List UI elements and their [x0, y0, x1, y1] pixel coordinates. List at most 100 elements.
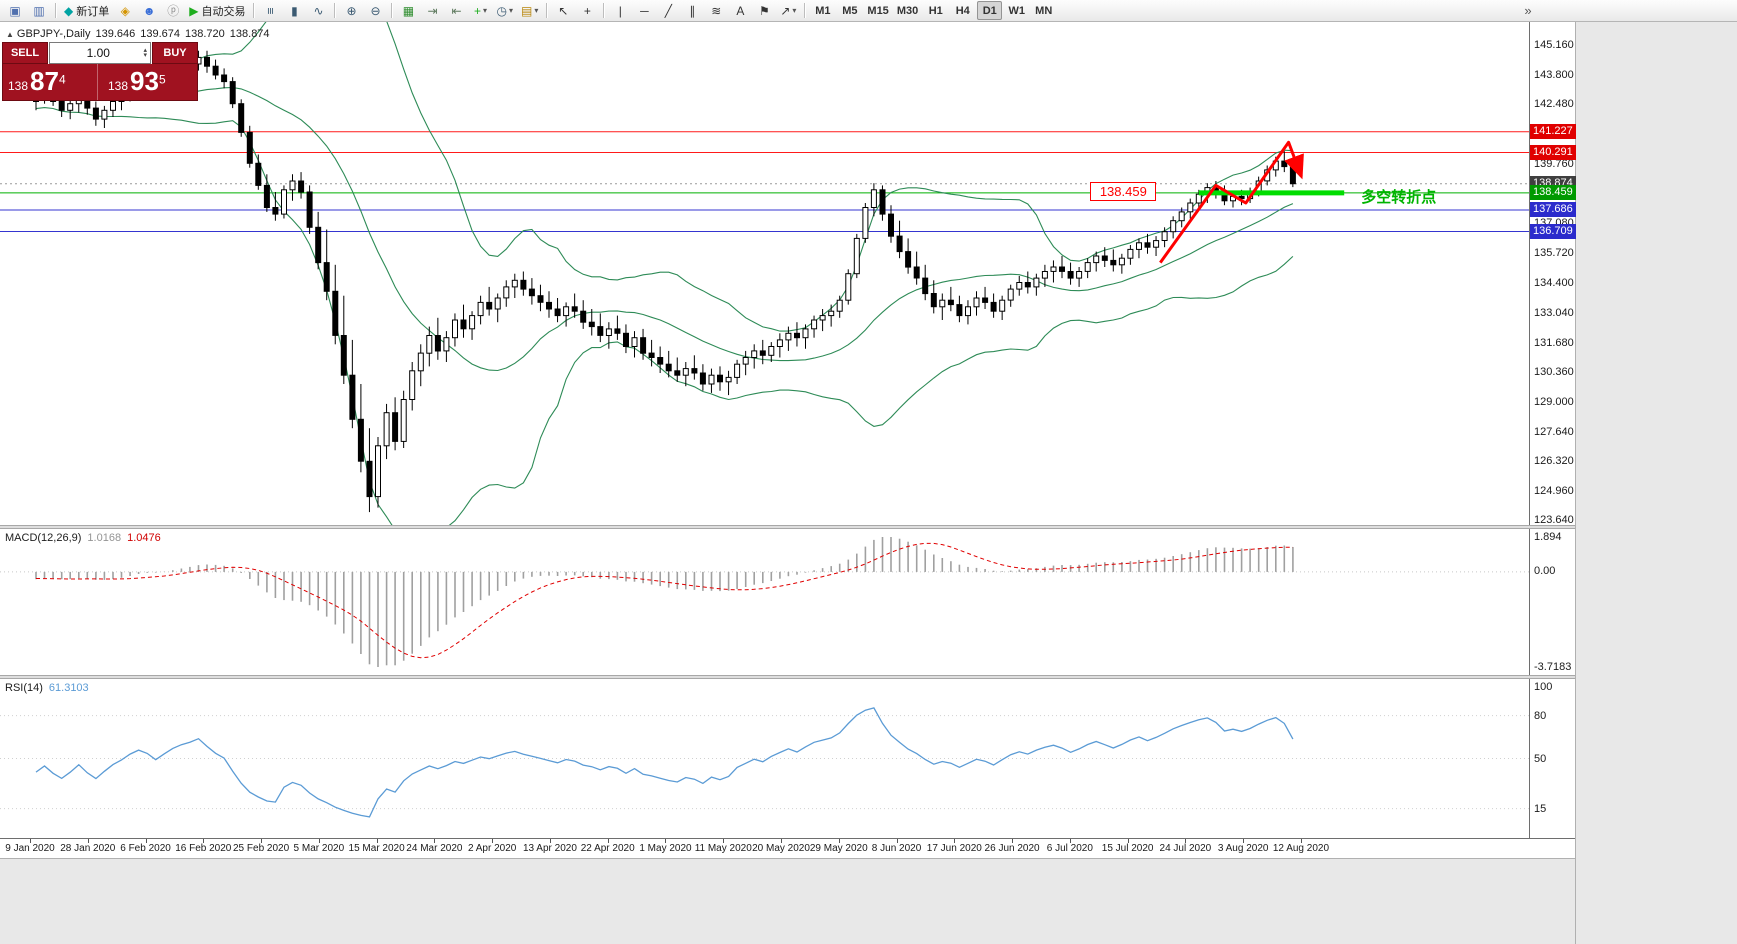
auto-scroll-icon[interactable]: ⇥: [421, 1, 443, 20]
toolbar-overflow-button[interactable]: »: [1524, 3, 1532, 18]
candle: [1118, 257, 1125, 266]
chart-shift-icon[interactable]: ⇤: [445, 1, 467, 20]
candle: [759, 350, 766, 356]
new-order-button[interactable]: ◆ 新订单: [61, 1, 112, 20]
periods-dropdown[interactable]: ◷ ▾: [493, 1, 516, 20]
profiles-icon[interactable]: ▥: [28, 1, 50, 20]
date-label: 26 Jun 2020: [984, 843, 1040, 854]
candle: [494, 297, 501, 310]
macd-header: MACD(12,26,9) 1.0168 1.0476: [5, 532, 167, 544]
candle: [281, 189, 287, 215]
candle: [776, 339, 783, 347]
autotrading-button[interactable]: ▶ 自动交易: [186, 1, 248, 20]
price-tag: 141.227: [1530, 124, 1576, 140]
date-tick: [203, 839, 205, 843]
price-level-label[interactable]: 138.459: [1090, 182, 1157, 201]
buy-price[interactable]: 138935: [97, 64, 197, 100]
candle: [263, 184, 270, 208]
candle: [1101, 255, 1108, 261]
templates-dropdown[interactable]: ▤ ▾: [518, 1, 541, 20]
cursor-icon[interactable]: ↖: [552, 1, 574, 20]
spin-up-icon[interactable]: ▴: [143, 47, 147, 54]
volume-input[interactable]: 1.00 ▴ ▾: [49, 42, 151, 64]
candle: [1178, 211, 1185, 222]
candle: [546, 301, 552, 310]
one-click-trading-panel: SELL 1.00 ▴ ▾ BUY 138874 138935: [2, 42, 198, 101]
auto-scroll-icon-icon: ⇥: [427, 3, 438, 18]
tile-windows-icon[interactable]: ▦: [397, 1, 419, 20]
arrows-dropdown[interactable]: ↗ ▾: [777, 1, 799, 20]
text-icon[interactable]: A: [729, 1, 751, 20]
candle: [905, 251, 912, 268]
community-icon[interactable]: ☻: [138, 1, 160, 20]
date-axis[interactable]: 9 Jan 2020 28 Jan 2020 6 Feb 2020 16 Feb 20…: [0, 838, 1575, 858]
macd-axis-min: -3.7183: [1534, 661, 1572, 673]
horizontal-line-icon[interactable]: ─: [633, 1, 655, 20]
candlestick-mode-icon[interactable]: ▮: [283, 1, 305, 20]
timeframe-w1[interactable]: W1: [1008, 4, 1025, 17]
candle: [665, 363, 672, 372]
candle: [340, 335, 347, 376]
line-chart-mode-icon[interactable]: ∿: [307, 1, 329, 20]
price-axis-label: 126.320: [1534, 454, 1574, 467]
volume-spinner[interactable]: ▴ ▾: [143, 47, 147, 59]
candle: [623, 332, 629, 347]
crosshair-icon[interactable]: +: [576, 1, 598, 20]
timeframe-m15[interactable]: M15: [867, 4, 889, 17]
candle: [392, 412, 399, 442]
vertical-line-icon[interactable]: |: [609, 1, 631, 20]
candle: [1059, 266, 1065, 272]
trend-zigzag-arrow[interactable]: [1159, 140, 1304, 264]
bar-chart-mode-icon-icon: ≡: [263, 6, 278, 15]
timeframe-m1[interactable]: M1: [815, 4, 831, 17]
trendline-icon[interactable]: ╱: [657, 1, 679, 20]
macd-histogram: [35, 537, 1294, 667]
label-icon[interactable]: ⚑: [753, 1, 775, 20]
candle: [828, 310, 835, 317]
timeframe-m5[interactable]: M5: [842, 4, 858, 17]
ohlc-open: 139.646: [95, 28, 136, 40]
turning-point-annotation[interactable]: 多空转折点: [1361, 189, 1437, 207]
date-label: 3 Aug 2020: [1217, 843, 1269, 854]
buy-button[interactable]: BUY: [152, 42, 198, 64]
timeframe-h1[interactable]: H1: [928, 4, 943, 17]
candles-layer: [33, 50, 1296, 513]
sell-button[interactable]: SELL: [2, 42, 48, 64]
candle: [717, 374, 723, 383]
zoom-out-icon[interactable]: ⊖: [364, 1, 386, 20]
sell-price-point: 4: [58, 72, 66, 87]
vertical-line-icon-icon: |: [618, 3, 622, 18]
timeframe-d1[interactable]: D1: [977, 1, 1003, 20]
bar-chart-mode-icon[interactable]: ≡: [259, 1, 281, 20]
candle: [323, 262, 330, 292]
metaeditor-icon[interactable]: ◈: [114, 1, 136, 20]
timeframe-h4[interactable]: H4: [955, 4, 970, 17]
panel-separator[interactable]: [0, 675, 1575, 679]
timeframe-mn[interactable]: MN: [1035, 4, 1053, 17]
price-axis[interactable]: 1.894 0.00 -3.7183 145.160 143.800 142.480…: [1529, 22, 1576, 838]
date-tick: [1127, 839, 1129, 843]
spin-down-icon[interactable]: ▾: [143, 52, 147, 59]
channel-icon[interactable]: ∥: [681, 1, 703, 20]
candle: [1110, 259, 1117, 266]
dropdown-caret-icon: ▾: [534, 6, 539, 15]
indicators-dropdown[interactable]: + ▾: [469, 1, 491, 20]
date-label: 1 May 2020: [639, 843, 692, 854]
candle: [990, 301, 997, 312]
sell-price[interactable]: 138874: [3, 64, 97, 100]
candle: [1153, 240, 1160, 248]
autotrading-button-label: 自动交易: [201, 5, 246, 18]
date-label: 28 Jan 2020: [60, 843, 116, 854]
zoom-in-icon[interactable]: ⊕: [340, 1, 362, 20]
date-tick: [781, 839, 782, 843]
new-chart-icon[interactable]: ▣: [4, 1, 26, 20]
panel-separator[interactable]: [0, 525, 1575, 529]
date-label: 11 May 2020: [694, 843, 752, 854]
symbol-period-label: GBPJPY-,Daily: [16, 28, 91, 40]
candle: [409, 370, 416, 400]
candle: [896, 235, 903, 253]
mql-program-icon[interactable]: ⓟ: [162, 1, 184, 20]
fibonacci-icon[interactable]: ≋: [705, 1, 727, 20]
chart-menu-icon[interactable]: ▲: [6, 30, 14, 39]
timeframe-m30[interactable]: M30: [896, 4, 919, 17]
